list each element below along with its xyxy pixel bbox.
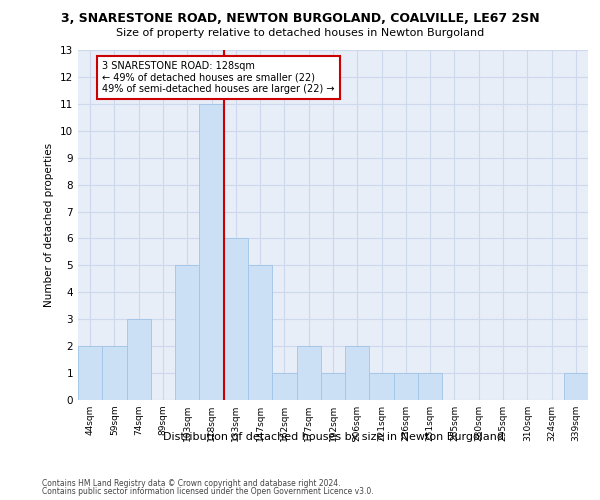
Bar	[78, 346, 102, 400]
Bar	[175, 266, 199, 400]
Text: Contains public sector information licensed under the Open Government Licence v3: Contains public sector information licen…	[42, 487, 374, 496]
Text: Size of property relative to detached houses in Newton Burgoland: Size of property relative to detached ho…	[116, 28, 484, 38]
Bar	[418, 373, 442, 400]
Text: 3 SNARESTONE ROAD: 128sqm
← 49% of detached houses are smaller (22)
49% of semi-: 3 SNARESTONE ROAD: 128sqm ← 49% of detac…	[102, 61, 335, 94]
Text: Distribution of detached houses by size in Newton Burgoland: Distribution of detached houses by size …	[163, 432, 503, 442]
Bar	[394, 373, 418, 400]
Bar	[321, 373, 345, 400]
Bar	[370, 373, 394, 400]
Bar	[248, 266, 272, 400]
Bar	[127, 319, 151, 400]
Bar	[296, 346, 321, 400]
Bar	[224, 238, 248, 400]
Bar	[345, 346, 370, 400]
Y-axis label: Number of detached properties: Number of detached properties	[44, 143, 55, 307]
Text: 3, SNARESTONE ROAD, NEWTON BURGOLAND, COALVILLE, LE67 2SN: 3, SNARESTONE ROAD, NEWTON BURGOLAND, CO…	[61, 12, 539, 26]
Bar	[102, 346, 127, 400]
Bar	[564, 373, 588, 400]
Bar	[272, 373, 296, 400]
Bar	[199, 104, 224, 400]
Text: Contains HM Land Registry data © Crown copyright and database right 2024.: Contains HM Land Registry data © Crown c…	[42, 478, 341, 488]
